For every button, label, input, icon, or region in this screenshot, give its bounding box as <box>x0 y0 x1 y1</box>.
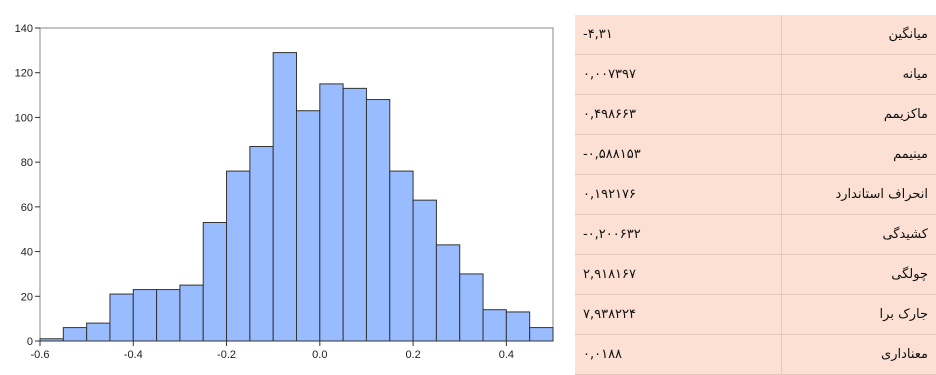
stats-row-median: ۰,۰۰۷۳۹۷ میانه <box>575 55 936 95</box>
stat-label: انحراف استاندارد <box>782 175 936 215</box>
histogram-bar <box>63 328 86 341</box>
stat-label: مینیمم <box>782 135 936 175</box>
stat-label: ماکزیمم <box>782 95 936 135</box>
x-axis: -0.6 -0.4 -0.2 0.0 0.2 0.4 <box>31 341 514 361</box>
histogram-bar <box>460 274 483 341</box>
stat-value: ۲,۹۱۸۱۶۷ <box>575 255 782 295</box>
stats-row-kurtosis: -۰,۲۰۰۶۳۲ کشیدگی <box>575 215 936 255</box>
histogram-bar <box>320 84 343 341</box>
stat-value: -۰,۵۸۸۱۵۳ <box>575 135 782 175</box>
stat-value: ۰,۰۱۸۸ <box>575 335 782 375</box>
x-tick-label: -0.2 <box>217 349 236 361</box>
histogram-plot: 0 20 40 60 80 100 120 140 -0.6 -0.4 -0.2 0.0 0.2 0.4 <box>0 0 570 367</box>
x-tick-label: 0.4 <box>499 349 514 361</box>
histogram-bar <box>227 171 250 341</box>
histogram-bar <box>203 223 226 341</box>
stat-value: ۷,۹۳۸۲۲۴ <box>575 295 782 335</box>
y-tick-label: 100 <box>15 112 33 124</box>
histogram-bar <box>530 328 553 341</box>
histogram-bar <box>297 111 320 341</box>
x-tick-label: -0.6 <box>31 349 50 361</box>
y-tick-label: 120 <box>15 68 33 80</box>
y-tick-label: 80 <box>21 157 33 169</box>
histogram-bar <box>436 245 459 341</box>
x-tick-label: 0.0 <box>312 349 327 361</box>
y-tick-label: 0 <box>27 336 33 348</box>
stats-row-maximum: ۰,۴۹۸۶۶۳ ماکزیمم <box>575 95 936 135</box>
stats-row-std-dev: ۰,۱۹۲۱۷۶ انحراف استاندارد <box>575 175 936 215</box>
stats-row-probability: ۰,۰۱۸۸ معناداری <box>575 335 936 375</box>
stat-label: معناداری <box>782 335 936 375</box>
y-axis: 0 20 40 60 80 100 120 140 <box>15 23 40 348</box>
stat-value: -۰,۲۰۰۶۳۲ <box>575 215 782 255</box>
x-tick-label: -0.4 <box>124 349 143 361</box>
stat-value: ۰,۴۹۸۶۶۳ <box>575 95 782 135</box>
x-tick-label: 0.2 <box>405 349 420 361</box>
histogram-bar <box>273 53 296 341</box>
statistics-table: -۴,۳۱ میانگین ۰,۰۰۷۳۹۷ میانه ۰,۴۹۸۶۶۳ ما… <box>575 15 936 375</box>
histogram-bar <box>40 339 63 341</box>
histogram-bar <box>110 294 133 341</box>
stats-row-mean: -۴,۳۱ میانگین <box>575 15 936 55</box>
stat-label: کشیدگی <box>782 215 936 255</box>
histogram-bar <box>157 290 180 341</box>
stat-value: ۰,۰۰۷۳۹۷ <box>575 55 782 95</box>
y-tick-label: 40 <box>21 247 33 259</box>
stat-label: میانگین <box>782 15 936 55</box>
histogram-bar <box>483 310 506 341</box>
histogram-bar <box>343 88 366 341</box>
stats-row-minimum: -۰,۵۸۸۱۵۳ مینیمم <box>575 135 936 175</box>
histogram-bar <box>133 290 156 341</box>
y-tick-label: 140 <box>15 23 33 35</box>
y-tick-label: 60 <box>21 202 33 214</box>
histogram-bar <box>180 285 203 341</box>
stat-value: -۴,۳۱ <box>575 15 782 55</box>
stat-label: میانه <box>782 55 936 95</box>
y-tick-label: 20 <box>21 291 33 303</box>
stat-value: ۰,۱۹۲۱۷۶ <box>575 175 782 215</box>
histogram-chart: 0 20 40 60 80 100 120 140 -0.6 -0.4 -0.2 0.0 0.2 0.4 <box>0 0 570 367</box>
stats-row-skewness: ۲,۹۱۸۱۶۷ چولگی <box>575 255 936 295</box>
histogram-bar <box>250 146 273 341</box>
stat-label: چولگی <box>782 255 936 295</box>
histogram-bar <box>366 100 389 341</box>
histogram-bar <box>506 312 529 341</box>
histogram-bar <box>413 200 436 341</box>
stat-label: جارک برا <box>782 295 936 335</box>
histogram-bar <box>390 171 413 341</box>
stats-row-jarque-bera: ۷,۹۳۸۲۲۴ جارک برا <box>575 295 936 335</box>
histogram-bar <box>87 323 110 341</box>
